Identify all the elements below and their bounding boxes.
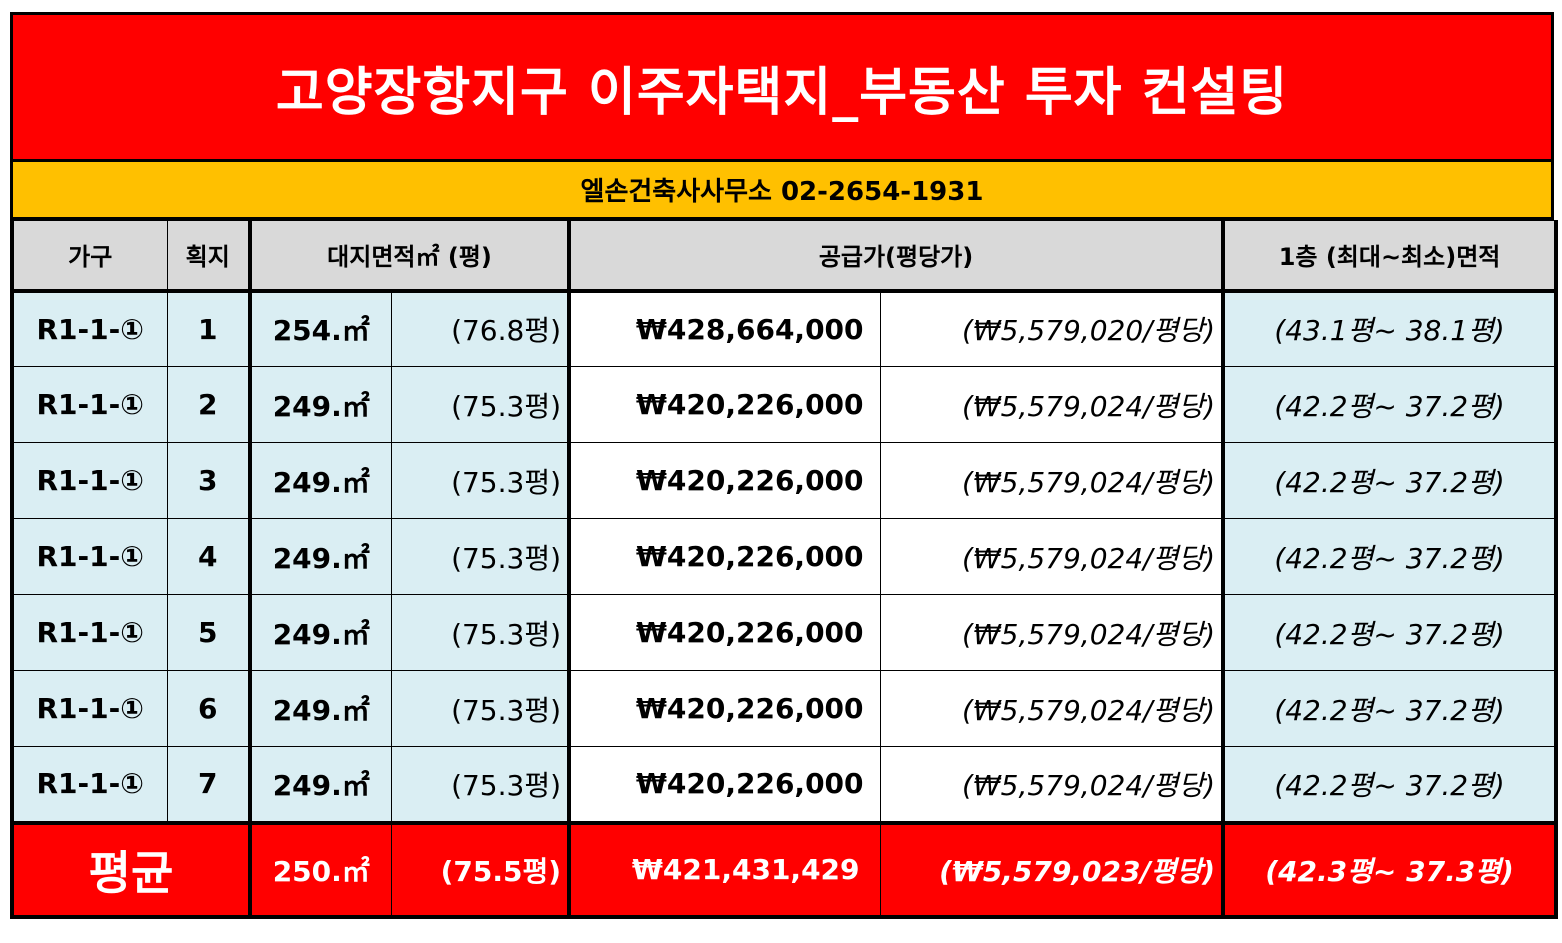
cell-household: R1-1-① — [10, 442, 168, 519]
price-sheet: 고양장항지구 이주자택지_부동산 투자 컨설팅 엘손건축사사무소 02-2654… — [10, 12, 1559, 919]
average-price: ₩421,431,429 — [568, 822, 881, 919]
cell-area-m2: 249.㎡ — [249, 746, 392, 825]
header-household: 가구 — [10, 220, 168, 291]
cell-lot: 2 — [166, 366, 252, 443]
average-label: 평균 — [10, 822, 252, 919]
average-price-per-py: (₩5,579,023/평당) — [879, 822, 1226, 919]
cell-area-m2: 249.㎡ — [249, 670, 392, 747]
cell-price: ₩420,226,000 — [568, 442, 881, 519]
cell-floor-area: (42.2평~ 37.2평) — [1222, 518, 1559, 595]
cell-area-m2: 249.㎡ — [249, 518, 392, 595]
cell-price-per-py: (₩5,579,020/평당) — [879, 288, 1226, 367]
cell-lot: 3 — [166, 442, 252, 519]
cell-floor-area: (43.1평~ 38.1평) — [1222, 288, 1559, 367]
average-area-py: (75.5평) — [390, 822, 572, 919]
cell-area-m2: 254.㎡ — [249, 288, 392, 367]
cell-floor-area: (42.2평~ 37.2평) — [1222, 594, 1559, 671]
average-area-m2: 250.㎡ — [249, 822, 392, 919]
cell-area-py: (75.3평) — [390, 366, 572, 443]
cell-price-per-py: (₩5,579,024/평당) — [879, 670, 1226, 747]
title-banner: 고양장항지구 이주자택지_부동산 투자 컨설팅 — [10, 12, 1554, 162]
cell-floor-area: (42.2평~ 37.2평) — [1222, 366, 1559, 443]
cell-price-per-py: (₩5,579,024/평당) — [879, 366, 1226, 443]
header-supply-price: 공급가(평당가) — [568, 220, 1226, 291]
contact-info: 엘손건축사사무소 02-2654-1931 — [580, 177, 984, 207]
cell-price-per-py: (₩5,579,024/평당) — [879, 442, 1226, 519]
page-title: 고양장항지구 이주자택지_부동산 투자 컨설팅 — [275, 62, 1289, 123]
table-row: R1-1-① 5 249.㎡ (75.3평) ₩420,226,000 (₩5,… — [10, 594, 1559, 671]
table-row: R1-1-① 2 249.㎡ (75.3평) ₩420,226,000 (₩5,… — [10, 366, 1559, 443]
cell-price-per-py: (₩5,579,024/평당) — [879, 594, 1226, 671]
cell-price: ₩428,664,000 — [568, 288, 881, 367]
cell-area-py: (76.8평) — [390, 288, 572, 367]
cell-lot: 1 — [166, 288, 252, 367]
cell-area-py: (75.3평) — [390, 442, 572, 519]
cell-floor-area: (42.2평~ 37.2평) — [1222, 746, 1559, 825]
cell-lot: 7 — [166, 746, 252, 825]
cell-floor-area: (42.2평~ 37.2평) — [1222, 670, 1559, 747]
table-row: R1-1-① 3 249.㎡ (75.3평) ₩420,226,000 (₩5,… — [10, 442, 1559, 519]
cell-household: R1-1-① — [10, 594, 168, 671]
cell-area-py: (75.3평) — [390, 670, 572, 747]
cell-price-per-py: (₩5,579,024/평당) — [879, 518, 1226, 595]
cell-price: ₩420,226,000 — [568, 518, 881, 595]
contact-banner: 엘손건축사사무소 02-2654-1931 — [10, 162, 1554, 220]
table-row: R1-1-① 7 249.㎡ (75.3평) ₩420,226,000 (₩5,… — [10, 746, 1559, 825]
cell-floor-area: (42.2평~ 37.2평) — [1222, 442, 1559, 519]
cell-price: ₩420,226,000 — [568, 366, 881, 443]
cell-household: R1-1-① — [10, 670, 168, 747]
cell-lot: 5 — [166, 594, 252, 671]
average-row: 평균 250.㎡ (75.5평) ₩421,431,429 (₩5,579,02… — [10, 822, 1559, 919]
cell-area-py: (75.3평) — [390, 518, 572, 595]
header-floor-area: 1층 (최대~최소)면적 — [1222, 220, 1559, 291]
cell-area-m2: 249.㎡ — [249, 442, 392, 519]
cell-price-per-py: (₩5,579,024/평당) — [879, 746, 1226, 825]
cell-area-py: (75.3평) — [390, 746, 572, 825]
cell-price: ₩420,226,000 — [568, 670, 881, 747]
table-row: R1-1-① 6 249.㎡ (75.3평) ₩420,226,000 (₩5,… — [10, 670, 1559, 747]
table-header-row: 가구 획지 대지면적㎡ (평) 공급가(평당가) 1층 (최대~최소)면적 — [10, 220, 1559, 291]
cell-household: R1-1-① — [10, 366, 168, 443]
cell-area-m2: 249.㎡ — [249, 366, 392, 443]
average-floor-area: (42.3평~ 37.3평) — [1222, 822, 1559, 919]
cell-lot: 6 — [166, 670, 252, 747]
cell-lot: 4 — [166, 518, 252, 595]
cell-price: ₩420,226,000 — [568, 594, 881, 671]
cell-household: R1-1-① — [10, 518, 168, 595]
table-row: R1-1-① 4 249.㎡ (75.3평) ₩420,226,000 (₩5,… — [10, 518, 1559, 595]
lot-price-table: 가구 획지 대지면적㎡ (평) 공급가(평당가) 1층 (최대~최소)면적 R1… — [10, 220, 1559, 919]
cell-household: R1-1-① — [10, 746, 168, 825]
cell-price: ₩420,226,000 — [568, 746, 881, 825]
cell-household: R1-1-① — [10, 288, 168, 367]
cell-area-py: (75.3평) — [390, 594, 572, 671]
cell-area-m2: 249.㎡ — [249, 594, 392, 671]
header-land-area: 대지면적㎡ (평) — [249, 220, 572, 291]
table-row: R1-1-① 1 254.㎡ (76.8평) ₩428,664,000 (₩5,… — [10, 288, 1559, 367]
header-lot: 획지 — [166, 220, 252, 291]
